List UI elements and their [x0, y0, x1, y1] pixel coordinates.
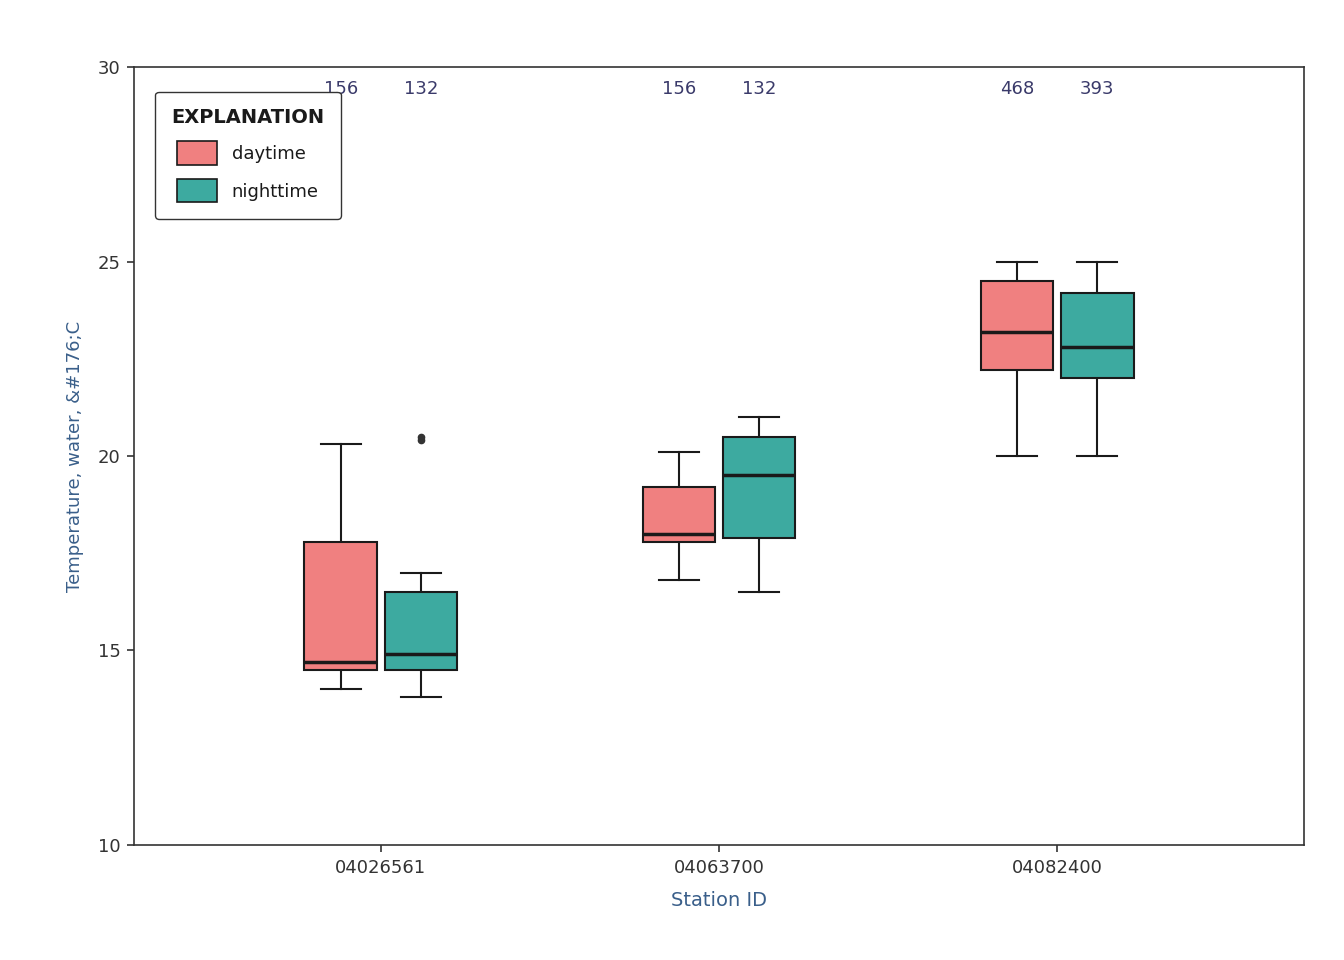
- Bar: [1062, 293, 1133, 378]
- Y-axis label: Temperature, water, &#176;C: Temperature, water, &#176;C: [66, 321, 83, 591]
- Bar: [642, 487, 715, 541]
- Bar: [305, 541, 376, 670]
- Bar: [981, 281, 1054, 371]
- Text: 132: 132: [403, 81, 438, 98]
- X-axis label: Station ID: Station ID: [671, 891, 767, 909]
- Text: 156: 156: [661, 81, 696, 98]
- Bar: [384, 592, 457, 670]
- Text: 468: 468: [1000, 81, 1035, 98]
- Bar: [723, 437, 796, 538]
- Text: 393: 393: [1081, 81, 1114, 98]
- Text: 156: 156: [324, 81, 358, 98]
- Text: 132: 132: [742, 81, 777, 98]
- Legend: daytime, nighttime: daytime, nighttime: [155, 92, 341, 219]
